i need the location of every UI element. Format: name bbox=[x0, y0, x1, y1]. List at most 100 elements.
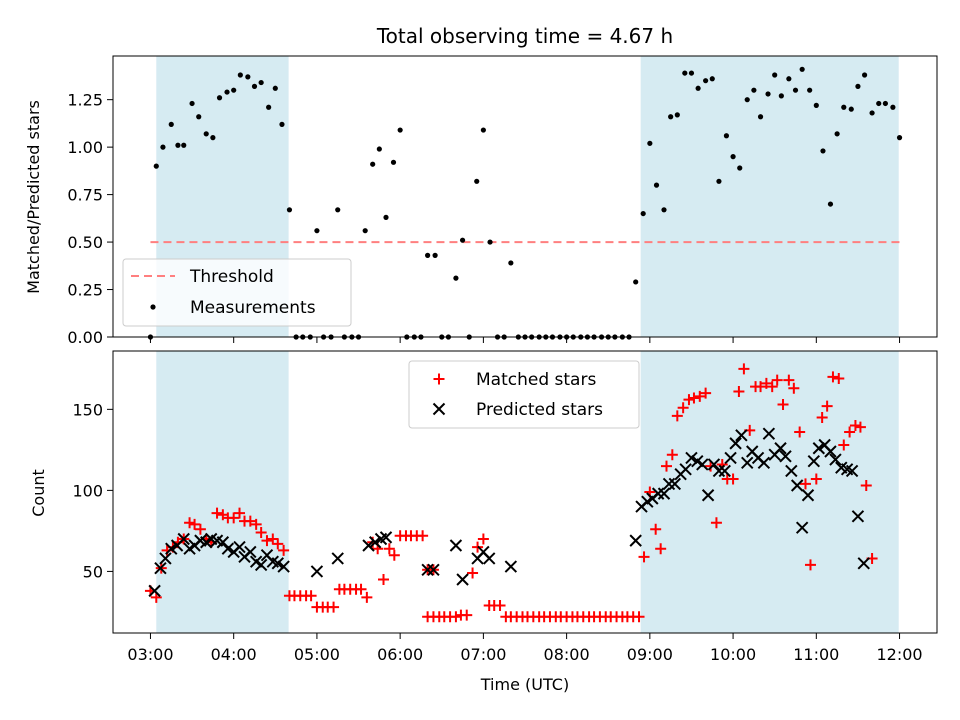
x-axis-label: Time (UTC) bbox=[480, 675, 569, 694]
predicted-star-point bbox=[368, 536, 382, 549]
bottom-observing-windows bbox=[156, 351, 899, 633]
measurement-point bbox=[757, 114, 764, 120]
predicted-star-point bbox=[362, 539, 375, 552]
measurement-point bbox=[508, 260, 514, 266]
predicted-star-point bbox=[712, 464, 726, 478]
y-tick-label: 1.25 bbox=[67, 91, 103, 110]
matched-star-point bbox=[328, 601, 340, 613]
predicted-star-point bbox=[801, 489, 815, 502]
matched-star-point bbox=[755, 381, 767, 393]
x-tick-label: 04:00 bbox=[211, 645, 257, 664]
matched-star-point bbox=[388, 549, 400, 561]
predicted-star-point bbox=[483, 552, 496, 565]
y-tick-label: 0.00 bbox=[67, 328, 103, 347]
predicted-star-point bbox=[159, 552, 172, 565]
matched-star-point bbox=[666, 449, 678, 461]
legend-measurements-label: Measurements bbox=[190, 298, 316, 318]
predicted-star-point bbox=[244, 545, 257, 559]
matched-star-point bbox=[671, 410, 683, 422]
measurement-point bbox=[668, 114, 674, 120]
measurement-point bbox=[848, 106, 854, 112]
chart-title: Total observing time = 4.67 h bbox=[376, 24, 673, 48]
predicted-star-point bbox=[154, 561, 167, 575]
measurement-point bbox=[390, 159, 397, 165]
measurement-point bbox=[709, 76, 715, 82]
matched-star-point bbox=[688, 392, 700, 404]
measurement-point bbox=[286, 207, 293, 213]
predicted-star-point bbox=[421, 563, 434, 577]
predicted-star-point bbox=[271, 557, 285, 570]
predicted-star-point bbox=[504, 560, 518, 573]
measurement-point bbox=[813, 102, 819, 108]
measurement-point bbox=[216, 95, 223, 101]
measurement-point bbox=[737, 165, 743, 171]
measurement-point bbox=[896, 135, 903, 141]
measurement-point bbox=[168, 121, 174, 127]
measurement-point bbox=[245, 74, 251, 80]
measurement-point bbox=[834, 131, 840, 137]
measurement-point bbox=[703, 78, 709, 84]
observing-window bbox=[640, 351, 899, 633]
predicted-star-point bbox=[735, 429, 748, 442]
matched-star-point bbox=[821, 400, 833, 412]
predicted-star-point bbox=[707, 458, 721, 471]
predicted-star-point bbox=[807, 454, 821, 468]
predicted-star-point bbox=[277, 560, 290, 573]
predicted-star-point bbox=[779, 450, 792, 463]
measurement-point bbox=[653, 182, 660, 188]
measurement-point bbox=[370, 161, 376, 167]
measurement-point bbox=[383, 214, 389, 220]
matched-star-point bbox=[655, 543, 667, 555]
predicted-star-point bbox=[254, 558, 268, 572]
measurement-point bbox=[861, 72, 868, 78]
measurement-point bbox=[237, 72, 243, 78]
matched-star-point bbox=[228, 512, 240, 524]
measurement-point bbox=[890, 104, 896, 110]
measurement-point bbox=[716, 178, 722, 184]
legend-threshold-label: Threshold bbox=[189, 267, 274, 287]
measurement-point bbox=[335, 207, 341, 213]
top-legend-box bbox=[122, 258, 352, 327]
matched-star-point bbox=[305, 590, 317, 602]
matched-star-point bbox=[267, 533, 279, 545]
x-tick-label: 03:00 bbox=[127, 645, 173, 664]
measurement-point bbox=[314, 228, 320, 234]
measurement-point bbox=[640, 210, 646, 217]
matched-star-point bbox=[250, 518, 262, 530]
predicted-star-point bbox=[718, 464, 731, 478]
matched-star-point bbox=[417, 530, 429, 542]
predicted-star-point bbox=[651, 487, 665, 500]
measurement-point bbox=[869, 110, 875, 116]
predicted-star-point bbox=[785, 464, 798, 478]
measurement-point bbox=[181, 142, 187, 148]
top-axes-frame bbox=[112, 55, 938, 338]
matched-star-point bbox=[378, 574, 390, 586]
x-tick-label: 06:00 bbox=[377, 645, 423, 664]
measurement-point bbox=[647, 140, 653, 146]
bottom-axes-frame bbox=[112, 350, 938, 634]
matched-star-point bbox=[467, 567, 479, 579]
y-tick-label: 1.00 bbox=[67, 138, 103, 157]
matched-star-point bbox=[477, 533, 489, 545]
measurement-point bbox=[661, 207, 667, 213]
predicted-star-point bbox=[662, 477, 676, 491]
measurement-point bbox=[175, 142, 181, 148]
matched-star-point bbox=[677, 402, 689, 414]
matched-star-point bbox=[683, 394, 695, 406]
measurement-point bbox=[674, 112, 680, 118]
predicted-star-point bbox=[824, 445, 837, 458]
predicted-star-point bbox=[427, 563, 440, 577]
measurement-point bbox=[799, 66, 805, 72]
matched-star-point bbox=[766, 381, 778, 393]
measurement-point bbox=[272, 85, 278, 91]
matched-star-point bbox=[211, 507, 223, 519]
matched-star-point bbox=[450, 611, 462, 623]
matched-star-point bbox=[694, 390, 706, 402]
bottom-legend: Matched stars Predicted stars bbox=[408, 360, 640, 429]
measurement-point bbox=[189, 100, 195, 107]
predicted-star-point bbox=[221, 542, 235, 555]
matched-star-point bbox=[844, 426, 856, 438]
matched-star-point bbox=[816, 411, 828, 423]
matched-star-point bbox=[738, 363, 750, 375]
